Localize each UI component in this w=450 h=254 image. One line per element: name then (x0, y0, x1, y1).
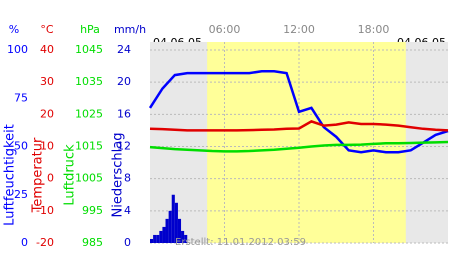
y-tick-label: 10 (40, 140, 54, 153)
x-tick-label: 12:00 (283, 23, 315, 36)
axis-title: Niederschlag (111, 133, 126, 218)
y-tick-label: 25 (14, 188, 28, 201)
y-tick-label: 1015 (75, 140, 103, 153)
y-tick-label: 12 (117, 140, 131, 153)
y-tick-label: -20 (36, 236, 54, 249)
x-tick-label: 06:00 (209, 23, 241, 36)
y-tick-label: 16 (117, 107, 131, 120)
y-tick-label: 1035 (75, 75, 103, 88)
y-tick-label: 75 (14, 91, 28, 104)
y-tick-label: 20 (117, 75, 131, 88)
axis-title: Luftdruck (63, 144, 78, 206)
y-tick-label: 8 (124, 172, 131, 185)
rain-bar (181, 230, 185, 243)
axis-title: Temperatur (31, 137, 46, 213)
rain-bar (184, 234, 188, 243)
y-tick-label: 20 (40, 107, 54, 120)
y-tick-label: 100 (7, 43, 28, 56)
y-tick-label: 985 (82, 236, 103, 249)
series-line (149, 140, 449, 153)
unit-label: °C (40, 23, 54, 36)
rain-bar (162, 226, 166, 243)
series-line (148, 69, 449, 154)
y-tick-label: 1045 (75, 43, 103, 56)
y-tick-label: 30 (40, 75, 54, 88)
y-tick-label: 40 (40, 43, 54, 56)
y-tick-label: 50 (14, 140, 28, 153)
y-tick-label: 1005 (75, 172, 103, 185)
y-tick-label: 0 (21, 236, 28, 249)
rain-bar (174, 202, 178, 243)
y-tick-label: -10 (36, 204, 54, 217)
rain-bar (156, 234, 160, 243)
daylight-band (207, 42, 406, 243)
rain-bar (168, 210, 172, 243)
rain-bar (150, 238, 154, 243)
rain-bar (165, 218, 169, 243)
y-tick-label: 995 (82, 204, 103, 217)
y-tick-label: 0 (124, 236, 131, 249)
rain-bar (153, 234, 157, 243)
series-line (149, 120, 449, 132)
unit-label: mm/h (114, 23, 146, 36)
axis-title: Luftfeuchtigkeit (3, 124, 18, 226)
y-tick-label: 4 (124, 204, 131, 217)
rain-bar (159, 230, 163, 243)
y-tick-label: 0 (47, 172, 54, 185)
x-tick-label: 18:00 (358, 23, 390, 36)
credit: Erstellt: 11.01.2012 03:59 (175, 237, 306, 248)
unit-label: % (9, 23, 19, 36)
rain-bar (177, 218, 182, 243)
rain-bar (171, 194, 175, 243)
y-tick-label: 1025 (75, 107, 103, 120)
y-tick-label: 24 (117, 43, 131, 56)
unit-label: hPa (80, 23, 100, 36)
